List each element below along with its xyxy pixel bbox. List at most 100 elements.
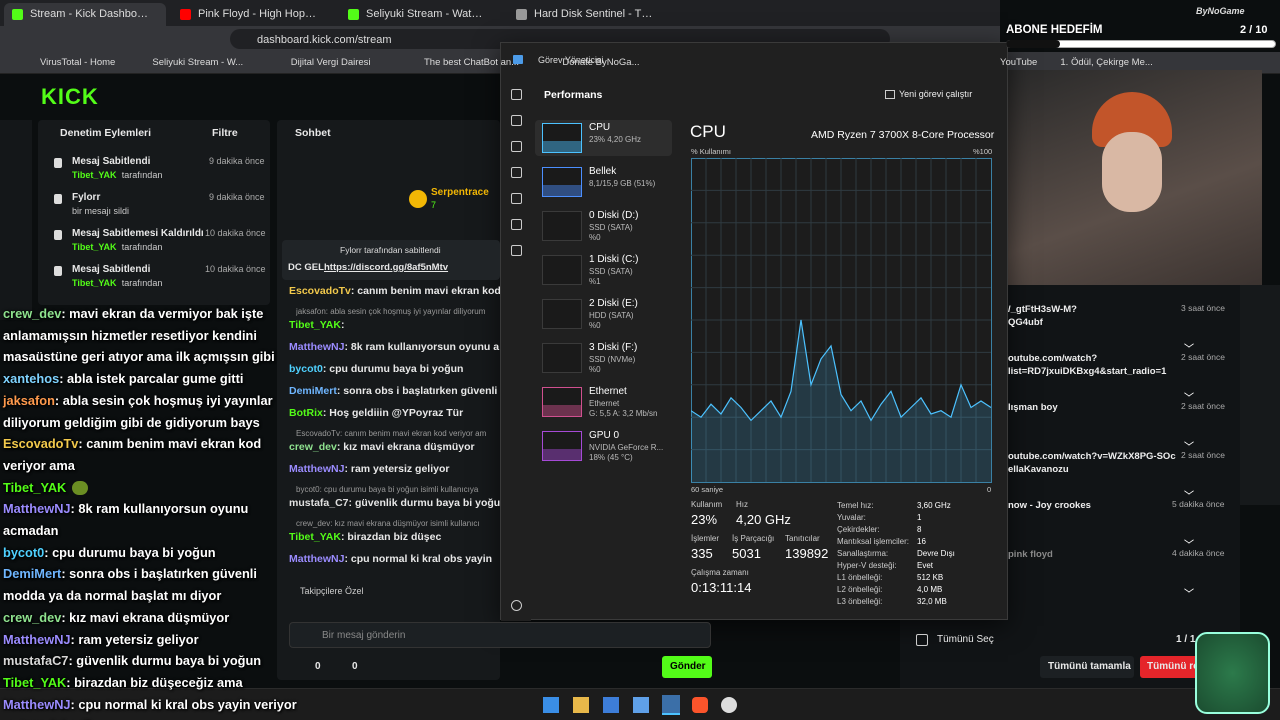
browser-tab[interactable]: Hard Disk Sentinel - Thanks for dow (508, 3, 670, 26)
chat-input[interactable] (289, 622, 711, 648)
chat-username[interactable]: MatthewNJ (289, 553, 345, 565)
stat-value: 4,20 GHz (736, 512, 791, 527)
send-button[interactable]: Gönder (662, 656, 712, 678)
resource-detail: NVIDIA GeForce R... (589, 443, 664, 452)
resource-name[interactable]: 0 Diski (D:) (589, 210, 639, 221)
review-time: 4 dakika önce (1172, 548, 1225, 558)
chat-username[interactable]: MatthewNJ (289, 463, 345, 475)
chat-text: : cpu durumu baya bi yoğun (322, 363, 464, 375)
bookmark[interactable]: Dijital Vergi Dairesi (290, 57, 371, 68)
bookmark[interactable]: The best ChatBot an... (424, 57, 520, 68)
url-text[interactable]: dashboard.kick.com/stream (257, 34, 392, 46)
mod-item-time: 9 dakika önce (209, 156, 265, 166)
spec-label: L3 önbelleği: (837, 597, 883, 606)
chat-input-placeholder[interactable]: Bir mesaj gönderin (322, 630, 406, 641)
review-time: 2 saat önce (1181, 352, 1225, 362)
resource-detail: 23% 4,20 GHz (589, 135, 642, 144)
overlay-username: jaksafon (3, 392, 55, 408)
resource-name[interactable]: Bellek (589, 166, 617, 177)
taskmgr-icon[interactable] (662, 695, 680, 715)
cpu-title: CPU (690, 122, 726, 141)
resource-thumbnail[interactable] (542, 211, 582, 241)
chat-username[interactable]: Tibet_YAK (289, 531, 341, 543)
browser-tab[interactable]: Seliyuki Stream - Watch Live on Kick (340, 3, 502, 26)
resource-detail: Ethernet (589, 399, 620, 408)
tm-nav-icon[interactable] (511, 219, 522, 230)
chat-username[interactable]: EscovadoTv (289, 285, 351, 297)
resource-detail: %1 (589, 277, 601, 286)
bookmark[interactable]: 1. Ödül, Çekirge Me... (1060, 57, 1153, 68)
tm-settings-icon[interactable] (511, 600, 522, 611)
obs-icon[interactable] (721, 697, 737, 713)
tm-app-icon (513, 55, 523, 64)
tm-run-task[interactable]: Yeni görevi çalıştır (899, 89, 973, 99)
overlay-text: : kız mavi ekrana düşmüyor (61, 609, 230, 625)
resource-name[interactable]: Ethernet (589, 386, 627, 397)
resource-thumbnail[interactable] (542, 387, 582, 417)
store-icon[interactable] (603, 697, 619, 713)
resource-thumbnail[interactable] (542, 167, 582, 197)
resource-thumbnail[interactable] (542, 431, 582, 461)
resource-name[interactable]: 2 Diski (E:) (589, 298, 638, 309)
tm-nav-icon[interactable] (511, 167, 522, 178)
bookmark[interactable]: VirusTotal - Home (40, 57, 116, 68)
overlay-chat-message: Tibet_YAK: birazdan biz düşeceğiz ama (3, 672, 301, 694)
resource-thumbnail[interactable] (542, 123, 582, 153)
browser-tab[interactable]: Pink Floyd - High Hopes (Official (172, 3, 334, 26)
kick-logo: KICK (41, 84, 99, 109)
overlay-chat-message: DemiMert: sonra obs i başlatırken güvenl… (3, 563, 301, 606)
resource-thumbnail[interactable] (542, 299, 582, 329)
chat-username[interactable]: BotRix (289, 407, 323, 419)
browser-tab[interactable]: Stream - Kick Dashboard (4, 3, 166, 26)
chat-message: MatthewNJ: cpu normal ki kral obs yayin (289, 553, 500, 565)
bookmark[interactable]: Donate ByNoGa... (562, 57, 640, 68)
chat-reply-context: crew_dev: kız mavi ekrana düşmüyor isiml… (296, 519, 480, 528)
chat-username[interactable]: DemiMert (289, 385, 337, 397)
resource-name[interactable]: GPU 0 (589, 430, 620, 441)
thumbnail-fill (543, 185, 581, 196)
overlay-text: : birazdan biz düşeceğiz ama (66, 674, 243, 690)
pinned-link[interactable]: https://discord.gg/8af5nMtv (324, 262, 449, 273)
review-line: outube.com/watch?v=WZkX8PG-SOc (1008, 451, 1176, 462)
chat-username[interactable]: bycot0 (289, 363, 323, 375)
tab-favicon (180, 9, 191, 20)
tm-nav-icon[interactable] (511, 115, 522, 126)
chat-username[interactable]: crew_dev (289, 441, 337, 453)
select-all-checkbox[interactable] (916, 634, 928, 646)
chat-text: : sonra obs i başlatırken güvenli (336, 385, 498, 397)
resource-name[interactable]: 3 Diski (F:) (589, 342, 638, 353)
resource-name[interactable]: CPU (589, 122, 611, 133)
mod-item-suffix: bir mesajı sildi (72, 206, 130, 216)
mod-item-title: Mesaj Sabitlendi (72, 156, 151, 167)
webcam-face (1102, 132, 1162, 212)
complete-all-button[interactable]: Tümünü tamamla (1040, 656, 1134, 678)
app-icon[interactable] (633, 697, 649, 713)
chat-message: DemiMert: sonra obs i başlatırken güvenl… (289, 385, 500, 397)
bookmark[interactable]: YouTube (1000, 57, 1038, 68)
tm-window-title: Görev Yöneticisi (538, 55, 604, 65)
reject-all-button[interactable]: Tümünü re (1140, 656, 1210, 678)
brave-icon[interactable] (692, 697, 708, 713)
tm-nav-icon[interactable] (511, 89, 522, 100)
mod-panel-filter[interactable]: Filtre (212, 127, 238, 139)
chat-message: EscovadoTv: canım benim mavi ekran kod (289, 285, 500, 297)
resource-name[interactable]: 1 Diski (C:) (589, 254, 639, 265)
tm-nav-icon[interactable] (511, 245, 522, 256)
resource-thumbnail[interactable] (542, 343, 582, 373)
kick-icon-rail (0, 120, 32, 320)
chat-username[interactable]: mustafa_C7 (289, 497, 349, 509)
explorer-icon[interactable] (573, 697, 589, 713)
tm-nav-icon[interactable] (511, 193, 522, 204)
tm-nav-icon[interactable] (511, 141, 522, 152)
stat-value: 5031 (732, 546, 761, 561)
bookmark[interactable]: Seliyuki Stream - W... (152, 57, 244, 68)
select-all: Tümünü Seç (937, 634, 994, 645)
chat-username[interactable]: Tibet_YAK (289, 319, 341, 331)
resource-thumbnail[interactable] (542, 255, 582, 285)
chat-username[interactable]: MatthewNJ (289, 341, 345, 353)
mod-item-suffix: tarafından (121, 278, 163, 288)
tab-favicon (516, 9, 527, 20)
overlay-username: Tibet_YAK (3, 479, 67, 495)
overlay-username: MatthewNJ (3, 501, 71, 517)
start-button[interactable] (543, 697, 559, 713)
